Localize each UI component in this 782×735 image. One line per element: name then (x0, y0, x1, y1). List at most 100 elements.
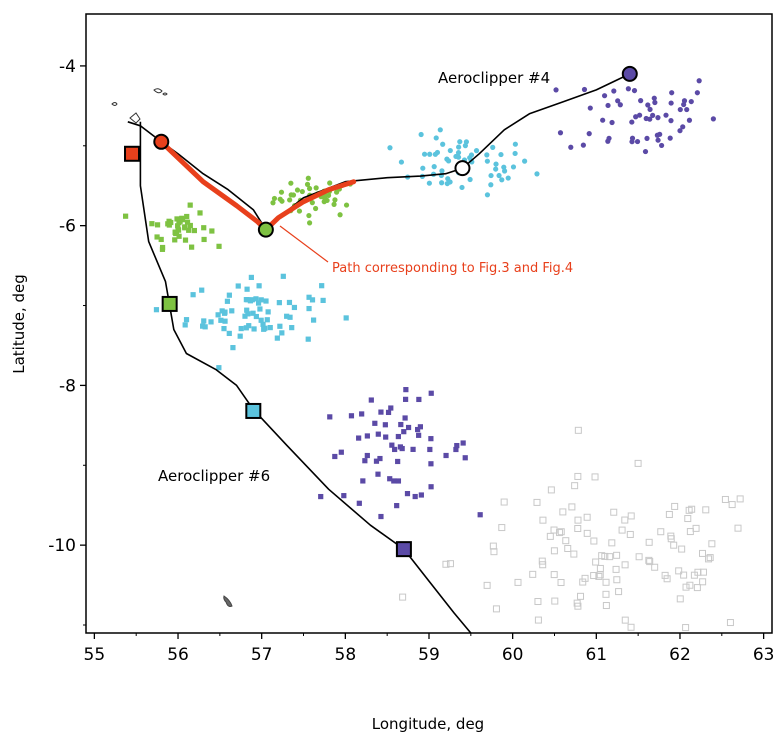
scatter-point (375, 471, 381, 477)
scatter-point (174, 216, 180, 222)
scatter-point (402, 415, 408, 421)
scatter-point (201, 236, 207, 243)
scatter-point (320, 297, 326, 304)
scatter-point (655, 137, 661, 143)
scatter-point (274, 335, 280, 341)
track-marker (245, 402, 262, 419)
scatter-point (184, 213, 190, 220)
scatter-point (415, 426, 421, 433)
scatter-point (601, 93, 608, 99)
scatter-point (433, 135, 439, 141)
scatter-point (670, 541, 678, 549)
track-markers (124, 65, 638, 558)
scatter-point (621, 616, 629, 624)
scatter-point (553, 87, 559, 93)
scatter-point (179, 217, 186, 223)
scatter-point (256, 283, 262, 289)
scatter-point (417, 424, 423, 430)
scatter-point (671, 502, 679, 510)
scatter-point (276, 300, 282, 306)
scatter-point (332, 197, 338, 203)
scatter-point (547, 486, 555, 494)
scatter-point (680, 124, 686, 130)
scatter-point (522, 158, 528, 164)
track-marker (454, 160, 471, 177)
scatter-point (201, 318, 207, 324)
scatter-point (665, 510, 673, 518)
scatter-point (533, 498, 541, 506)
scatter-point (325, 192, 332, 198)
scatter-point (313, 205, 319, 212)
scatter-point (647, 106, 653, 113)
scatter-point (237, 333, 243, 339)
scatter-point (253, 313, 259, 320)
scatter-point (529, 570, 537, 578)
scatter-point (403, 387, 409, 393)
scatter-point (462, 455, 468, 461)
scatter-point (242, 313, 248, 319)
scatter-point (605, 138, 611, 144)
scatter-point (271, 195, 278, 202)
track-lines (127, 73, 631, 634)
scatter-point (399, 593, 407, 601)
scatter-point (455, 154, 462, 160)
x-tick-label: 63 (753, 645, 775, 665)
track-line (139, 121, 472, 634)
scatter-point (512, 150, 518, 157)
scatter-point (251, 326, 257, 332)
scatter-point (306, 220, 313, 226)
scatter-point (149, 221, 155, 227)
scatter-point (405, 424, 412, 431)
scatter-point (493, 166, 499, 172)
scatter-point (706, 554, 714, 562)
scatter-point (343, 315, 349, 321)
scatter-point (221, 310, 228, 316)
scatter-point (247, 298, 254, 304)
scatter-point (338, 449, 344, 455)
scatter-point (306, 294, 312, 300)
scatter-point (190, 292, 196, 298)
scatter-point (428, 461, 434, 467)
scatter-point (398, 421, 404, 428)
scatter-point (500, 498, 508, 506)
scatter-point (263, 298, 269, 304)
scatter-point (590, 537, 598, 545)
scatter-point (634, 138, 641, 145)
scatter-point (166, 218, 172, 224)
scatter-point (258, 297, 264, 303)
scatter-point (595, 572, 603, 580)
scatter-point (215, 312, 221, 318)
scatter-point (378, 409, 384, 415)
scatter-point (377, 455, 383, 462)
scatter-point (638, 98, 644, 104)
scatter-point (577, 592, 585, 600)
scatter-point (635, 553, 643, 561)
scatter-point (172, 237, 178, 243)
scatter-point (557, 528, 565, 536)
scatter-point (602, 578, 610, 586)
scatter-point (498, 151, 504, 158)
scatter-point (305, 336, 311, 342)
scatter-point (258, 317, 264, 323)
scatter-point (600, 117, 606, 123)
scatter-point (187, 222, 193, 229)
scatter-point (462, 143, 468, 149)
scatter-point (287, 314, 293, 320)
scatter-point (398, 159, 405, 165)
scatter-point (534, 598, 542, 606)
scatter-point (173, 230, 180, 236)
path-annotation-label: Path corresponding to Fig.3 and Fig.4 (332, 261, 573, 276)
scatter-point (222, 318, 228, 324)
scatter-point (667, 532, 675, 540)
scatter-point (621, 561, 629, 569)
scatter-point (612, 565, 620, 573)
scatter-point (699, 578, 707, 586)
scatter-point (280, 273, 286, 279)
scatter-point (226, 330, 232, 337)
scatter-point (454, 442, 460, 449)
scatter-point (306, 305, 312, 312)
scatter-point (637, 112, 643, 118)
scatter-point (477, 512, 483, 518)
scatter-point (682, 624, 690, 632)
scatter-point (284, 313, 290, 319)
